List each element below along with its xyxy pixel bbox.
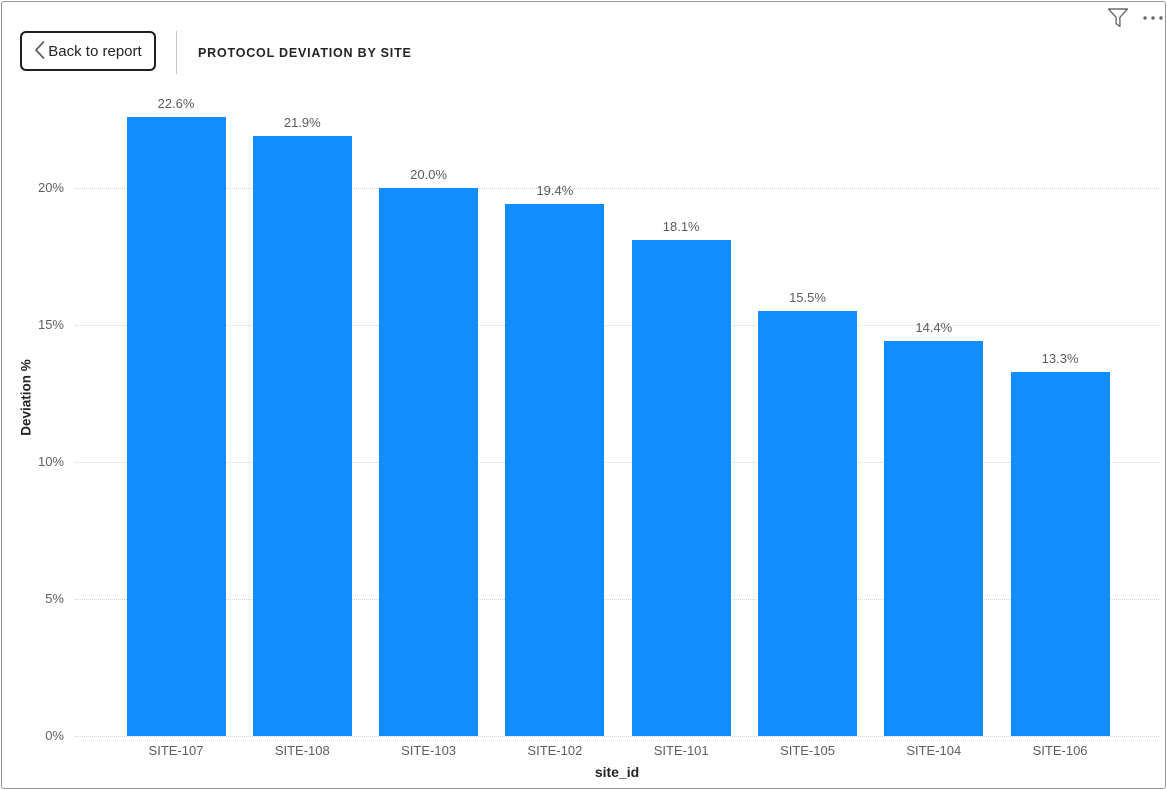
gridline: [75, 736, 1159, 737]
bar-value-label: 18.1%: [662, 219, 700, 235]
x-axis-tick-label: SITE-104: [906, 743, 962, 758]
gridline: [75, 599, 1159, 600]
filter-icon[interactable]: [1104, 6, 1132, 32]
bar[interactable]: [758, 311, 857, 736]
y-axis-tick-label: 15%: [37, 317, 64, 332]
x-axis-title: site_id: [594, 764, 640, 780]
y-axis-title: Deviation %: [18, 359, 34, 436]
y-axis-tick-label: 5%: [45, 591, 64, 606]
gridline: [75, 462, 1159, 463]
x-axis-tick-label: SITE-107: [148, 743, 204, 758]
bar[interactable]: [379, 188, 479, 736]
header-divider: [176, 31, 177, 74]
x-axis-tick-label: SITE-102: [527, 743, 583, 758]
bar[interactable]: [631, 240, 731, 736]
more-options-icon[interactable]: [1140, 10, 1165, 24]
bar[interactable]: [252, 135, 352, 736]
bar-value-label: 13.3%: [1041, 350, 1079, 366]
chart-title: PROTOCOL DEVIATION BY SITE: [198, 46, 412, 60]
x-axis-tick-label: SITE-106: [1032, 743, 1088, 758]
bar-value-label: 19.4%: [536, 183, 574, 199]
bar-value-label: 15.5%: [789, 290, 826, 306]
bar-value-label: 22.6%: [157, 95, 195, 111]
x-axis-tick-label: SITE-105: [780, 743, 835, 758]
back-to-report-button[interactable]: Back to report: [20, 31, 156, 71]
x-axis-tick-label: SITE-103: [401, 743, 457, 758]
back-button-label: Back to report: [48, 42, 142, 60]
x-axis-tick-label: SITE-101: [653, 743, 709, 758]
y-axis-tick-label: 10%: [37, 454, 64, 469]
y-axis-tick-label: 20%: [37, 180, 64, 195]
x-axis-tick-label: SITE-108: [274, 743, 330, 758]
chevron-left-icon: [33, 40, 46, 63]
bar[interactable]: [1010, 371, 1110, 736]
y-axis-tick-label: 0%: [45, 728, 64, 743]
bar-value-label: 14.4%: [915, 320, 953, 336]
bar[interactable]: [505, 204, 605, 736]
bar[interactable]: [126, 116, 226, 736]
gridline: [75, 325, 1159, 326]
bar[interactable]: [884, 341, 984, 736]
bar-value-label: 21.9%: [283, 114, 321, 130]
gridline: [75, 188, 1159, 189]
bar-value-label: 20.0%: [410, 167, 448, 182]
